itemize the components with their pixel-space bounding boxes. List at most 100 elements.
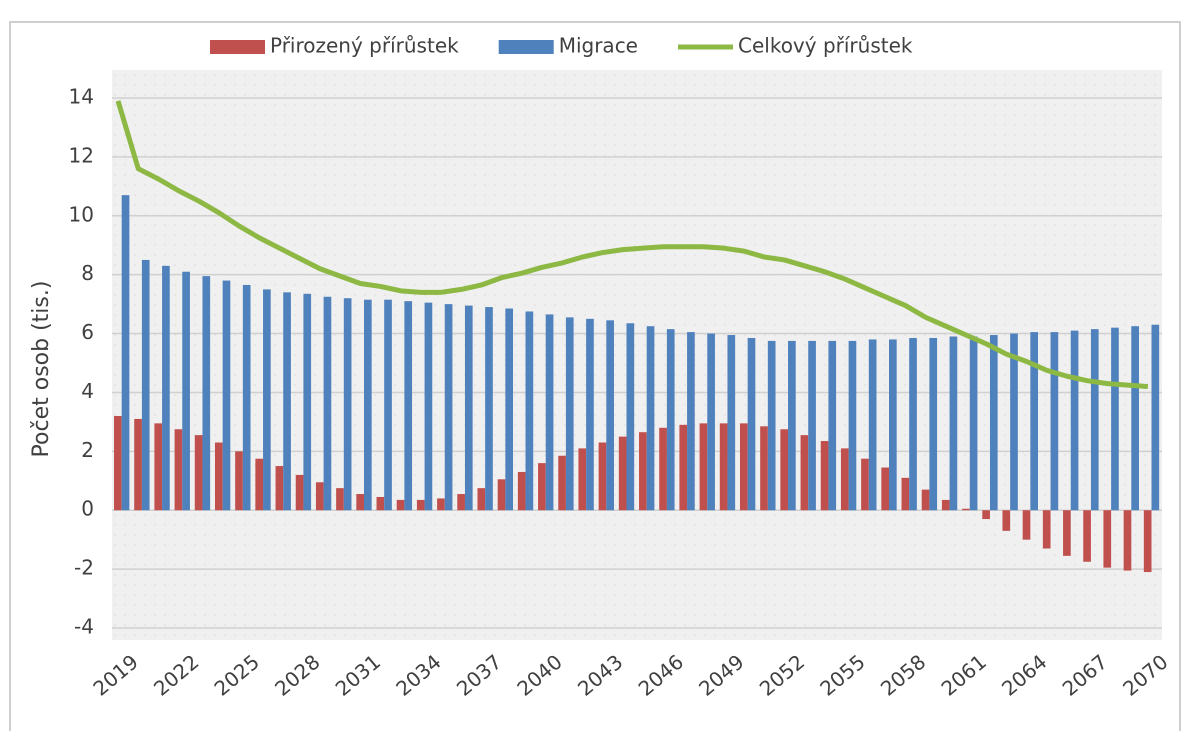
bar <box>565 317 574 511</box>
y-tick-label: 6 <box>81 320 94 344</box>
bar <box>626 323 635 511</box>
bar <box>295 474 304 511</box>
bar <box>396 499 405 511</box>
bar <box>1063 510 1071 556</box>
bar <box>586 318 594 511</box>
bar <box>727 335 736 511</box>
bar <box>275 466 284 511</box>
bar <box>679 424 688 511</box>
bar <box>909 337 917 511</box>
bar <box>384 299 392 511</box>
bar <box>376 496 385 511</box>
bar <box>921 489 930 511</box>
bar <box>303 293 312 511</box>
bar <box>323 296 332 511</box>
bar <box>141 259 150 511</box>
bar <box>941 499 950 511</box>
bar <box>121 195 130 511</box>
bar <box>154 423 163 511</box>
bar <box>222 280 231 511</box>
legend-label: Celkový přírůstek <box>738 34 913 58</box>
bar <box>808 340 816 511</box>
bar <box>618 436 627 511</box>
bar <box>517 471 526 511</box>
y-axis-label: Počet osob (tis.) <box>29 281 54 458</box>
bar <box>525 311 534 511</box>
bar <box>1131 326 1139 511</box>
y-tick-label: 14 <box>69 85 94 109</box>
bar <box>840 448 849 511</box>
legend-label: Migrace <box>559 34 638 58</box>
bar <box>598 442 607 511</box>
legend-key <box>210 40 265 54</box>
bar <box>982 510 990 520</box>
bar <box>820 441 829 511</box>
bar <box>699 423 708 511</box>
bar <box>881 467 889 511</box>
bar <box>901 477 910 511</box>
bar <box>336 488 344 511</box>
bar <box>457 494 465 511</box>
bar <box>343 298 352 511</box>
bar <box>639 432 647 511</box>
bar <box>868 339 877 511</box>
bar <box>242 284 251 511</box>
bar <box>1090 329 1099 511</box>
bar <box>1030 332 1039 511</box>
bar <box>760 426 768 511</box>
bar <box>356 494 364 511</box>
bar <box>437 498 445 511</box>
bar <box>182 271 190 511</box>
bar <box>666 329 675 511</box>
bar <box>1002 510 1011 531</box>
bar <box>283 292 291 511</box>
legend-key <box>498 40 554 54</box>
bar <box>739 423 748 511</box>
bar <box>719 423 728 511</box>
bar <box>114 416 122 511</box>
bar <box>1083 510 1091 562</box>
bar <box>687 332 695 511</box>
bar <box>497 479 506 511</box>
bar <box>962 508 970 511</box>
bar <box>315 482 324 511</box>
bar <box>578 448 587 511</box>
y-tick-label: 10 <box>69 202 94 226</box>
bar <box>1151 324 1160 511</box>
y-tick-label: 0 <box>81 497 94 521</box>
y-tick-label: 2 <box>81 438 94 462</box>
legend-label: Přirozený přírůstek <box>270 34 459 58</box>
bar <box>788 340 796 511</box>
y-tick-label: 4 <box>81 379 94 403</box>
bar <box>505 308 514 511</box>
bar <box>416 499 425 511</box>
bar <box>828 340 837 511</box>
bar <box>767 340 776 511</box>
bar <box>1143 510 1152 573</box>
bar <box>538 463 546 511</box>
bar <box>485 307 493 511</box>
bar <box>989 335 998 511</box>
bar <box>1022 510 1031 540</box>
bar <box>889 339 897 511</box>
bar <box>263 289 271 511</box>
y-tick-label: 12 <box>69 143 94 167</box>
bar <box>659 427 667 511</box>
bar <box>747 337 756 511</box>
bar <box>929 337 938 511</box>
bar <box>477 488 486 511</box>
bar <box>949 336 958 511</box>
line <box>115 100 1149 390</box>
bar <box>464 305 473 511</box>
bar <box>444 304 453 511</box>
bar <box>255 458 264 511</box>
bar <box>194 435 203 511</box>
bar <box>1111 327 1119 511</box>
bar <box>162 265 170 511</box>
bar <box>404 301 413 511</box>
bar <box>861 458 869 511</box>
bar <box>235 451 243 511</box>
bar <box>1103 510 1112 568</box>
bar <box>1123 510 1132 571</box>
